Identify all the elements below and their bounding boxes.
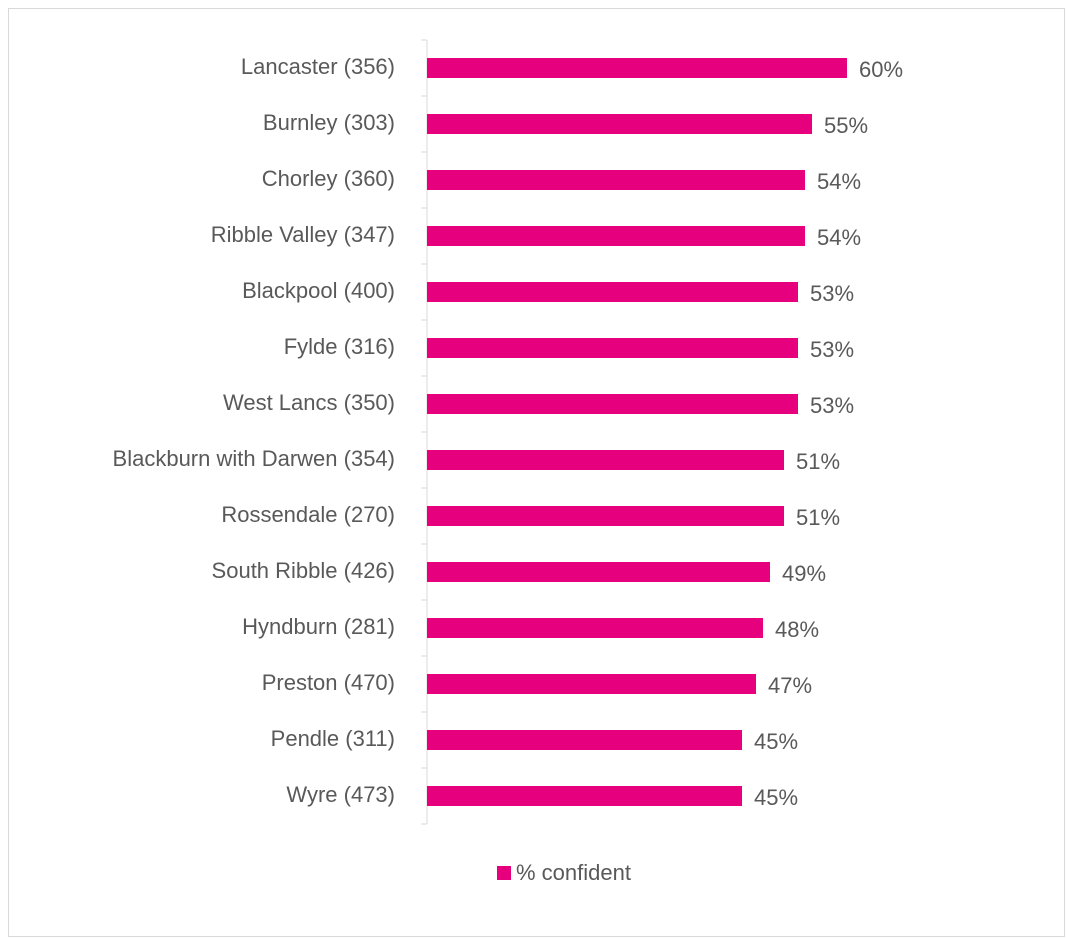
bar [427, 450, 784, 470]
y-tick-label: Fylde (316) [284, 334, 395, 359]
data-label: 51% [796, 505, 840, 530]
y-tick-label: South Ribble (426) [212, 558, 395, 583]
data-label: 54% [817, 169, 861, 194]
data-label: 47% [768, 673, 812, 698]
y-tick-label: Ribble Valley (347) [211, 222, 395, 247]
y-tick-label: Pendle (311) [271, 726, 395, 751]
y-tick-label: Lancaster (356) [241, 54, 395, 79]
bar [427, 730, 742, 750]
bar [427, 394, 798, 414]
data-label: 60% [859, 57, 903, 82]
bar [427, 786, 742, 806]
bar [427, 226, 805, 246]
bar [427, 674, 756, 694]
chart-border [8, 8, 1065, 937]
y-tick-label: Burnley (303) [263, 110, 395, 135]
bar [427, 506, 784, 526]
y-tick-label: Hyndburn (281) [242, 614, 395, 639]
y-tick-label: Chorley (360) [262, 166, 395, 191]
y-tick-label: Blackburn with Darwen (354) [113, 446, 395, 471]
data-label: 55% [824, 113, 868, 138]
bar [427, 282, 798, 302]
legend-label: % confident [516, 860, 631, 885]
data-label: 49% [782, 561, 826, 586]
bar [427, 562, 770, 582]
y-tick-label: West Lancs (350) [223, 390, 395, 415]
bar [427, 338, 798, 358]
legend-swatch [497, 866, 511, 880]
data-label: 54% [817, 225, 861, 250]
data-label: 51% [796, 449, 840, 474]
data-label: 53% [810, 281, 854, 306]
y-tick-label: Wyre (473) [286, 782, 395, 807]
data-label: 45% [754, 729, 798, 754]
y-tick-label: Blackpool (400) [242, 278, 395, 303]
y-tick-label: Rossendale (270) [221, 502, 395, 527]
bar [427, 170, 805, 190]
data-label: 48% [775, 617, 819, 642]
data-label: 53% [810, 337, 854, 362]
bar [427, 58, 847, 78]
data-label: 45% [754, 785, 798, 810]
bar [427, 114, 812, 134]
bar [427, 618, 763, 638]
y-tick-label: Preston (470) [262, 670, 395, 695]
data-label: 53% [810, 393, 854, 418]
